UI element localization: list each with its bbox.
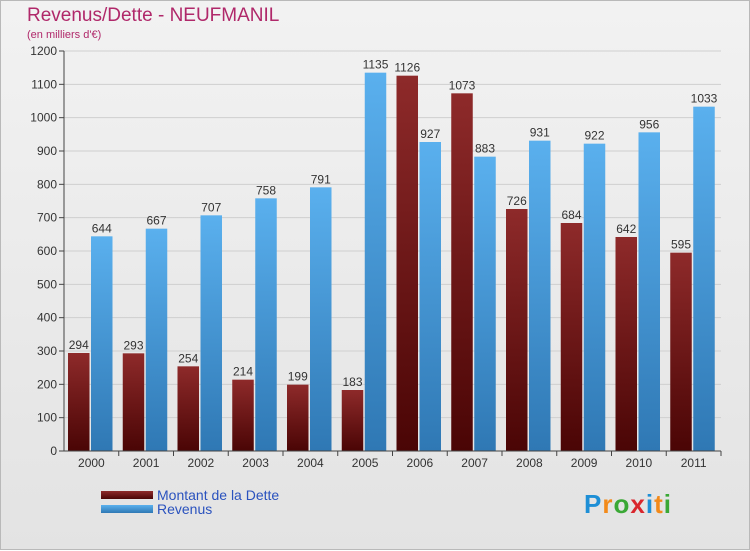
value-label-revenus: 707 — [201, 200, 221, 214]
bar-revenus — [310, 187, 332, 452]
x-tick-label: 2003 — [242, 456, 269, 470]
legend-label-dette: Montant de la Dette — [157, 487, 280, 503]
legend-label-revenus: Revenus — [157, 501, 213, 517]
bar-revenus — [364, 72, 387, 452]
y-tick-label: 800 — [37, 177, 57, 191]
x-tick-label: 2009 — [571, 456, 598, 470]
value-label-dette: 595 — [671, 238, 691, 252]
bar-revenus — [200, 215, 222, 451]
logo-letter: o — [613, 489, 631, 519]
y-tick-label: 600 — [37, 244, 57, 258]
bar-dette — [68, 353, 90, 451]
value-label-dette: 642 — [616, 222, 636, 236]
legend-swatch-dette — [101, 491, 153, 499]
bar-revenus — [419, 142, 441, 451]
x-tick-label: 2002 — [188, 456, 215, 470]
bar-dette — [451, 93, 473, 451]
bar-revenus — [529, 140, 551, 451]
value-label-revenus: 927 — [420, 127, 440, 141]
value-label-revenus: 1033 — [691, 92, 718, 106]
bar-dette — [122, 353, 145, 451]
value-label-dette: 726 — [507, 194, 527, 208]
y-tick-label: 1100 — [31, 77, 57, 91]
value-label-dette: 183 — [342, 375, 362, 389]
y-tick-label: 1200 — [30, 44, 57, 58]
y-tick-label: 200 — [37, 377, 57, 391]
value-label-revenus: 667 — [146, 214, 166, 228]
logo-letter: r — [602, 489, 614, 519]
bar-dette — [341, 390, 364, 451]
bar-dette — [177, 366, 199, 451]
logo-letter: i — [645, 489, 655, 519]
y-tick-label: 300 — [37, 344, 57, 358]
proxiti-logo: Proxiti — [584, 489, 672, 520]
logo-letter: x — [630, 489, 646, 519]
chart-subtitle: (en milliers d'€) — [27, 29, 102, 41]
axes: 0 100 200 300 400 500 600 700 800 900 1000 1100 1200… — [30, 44, 722, 470]
x-tick-label: 2011 — [681, 456, 707, 470]
x-tick-label: 2000 — [78, 456, 105, 470]
bar-revenus — [145, 228, 168, 451]
x-tick-label: 2008 — [516, 456, 543, 470]
x-tick-label: 2001 — [133, 456, 160, 470]
value-label-dette: 214 — [233, 365, 253, 379]
bar-revenus — [583, 143, 606, 451]
logo-letter: P — [584, 489, 603, 519]
x-tick-label: 2007 — [461, 456, 488, 470]
bar-revenus — [91, 236, 113, 451]
value-label-revenus: 931 — [530, 126, 550, 140]
bars — [68, 72, 715, 452]
value-label-revenus: 883 — [475, 142, 495, 156]
bar-revenus — [255, 198, 277, 451]
value-label-dette: 294 — [69, 338, 89, 352]
value-label-dette: 293 — [123, 338, 143, 352]
value-label-dette: 254 — [178, 351, 198, 365]
logo-letter: i — [663, 489, 672, 519]
y-tick-label: 500 — [37, 277, 57, 291]
y-tick-label: 900 — [37, 144, 57, 158]
y-tick-label: 0 — [50, 444, 57, 458]
y-tick-label: 1000 — [30, 111, 57, 125]
logo-letter: t — [654, 489, 664, 519]
bar-dette — [560, 223, 583, 451]
x-tick-label: 2006 — [407, 456, 434, 470]
y-tick-label: 100 — [37, 411, 57, 425]
value-label-revenus: 758 — [256, 183, 276, 197]
value-label-dette: 1073 — [449, 78, 476, 92]
bar-dette — [670, 252, 692, 451]
bar-dette — [396, 75, 418, 452]
x-tick-label: 2010 — [626, 456, 653, 470]
legend-swatch-revenus — [101, 505, 153, 513]
bar-revenus — [474, 156, 496, 451]
value-label-revenus: 644 — [92, 221, 112, 235]
value-label-revenus: 1135 — [363, 58, 389, 72]
x-tick-label: 2005 — [352, 456, 379, 470]
y-tick-label: 700 — [37, 211, 57, 225]
bar-dette — [615, 237, 637, 451]
grid-lines — [64, 50, 721, 452]
bar-dette — [506, 209, 528, 451]
bar-revenus — [693, 106, 715, 452]
value-labels: 294 644 293 667 254 707 214 758 199 791 183 1135 112… — [69, 58, 718, 389]
value-label-revenus: 922 — [584, 129, 604, 143]
chart-title: Revenus/Dette - NEUFMANIL — [27, 5, 280, 26]
value-label-revenus: 791 — [311, 172, 331, 186]
value-label-dette: 1126 — [394, 61, 420, 75]
bar-revenus — [638, 132, 660, 452]
y-tick-label: 400 — [37, 311, 57, 325]
value-label-revenus: 956 — [639, 117, 659, 131]
value-label-dette: 684 — [561, 208, 581, 222]
bar-dette — [232, 379, 254, 451]
value-label-dette: 199 — [288, 370, 308, 384]
x-tick-label: 2004 — [297, 456, 324, 470]
bar-dette — [287, 384, 309, 451]
